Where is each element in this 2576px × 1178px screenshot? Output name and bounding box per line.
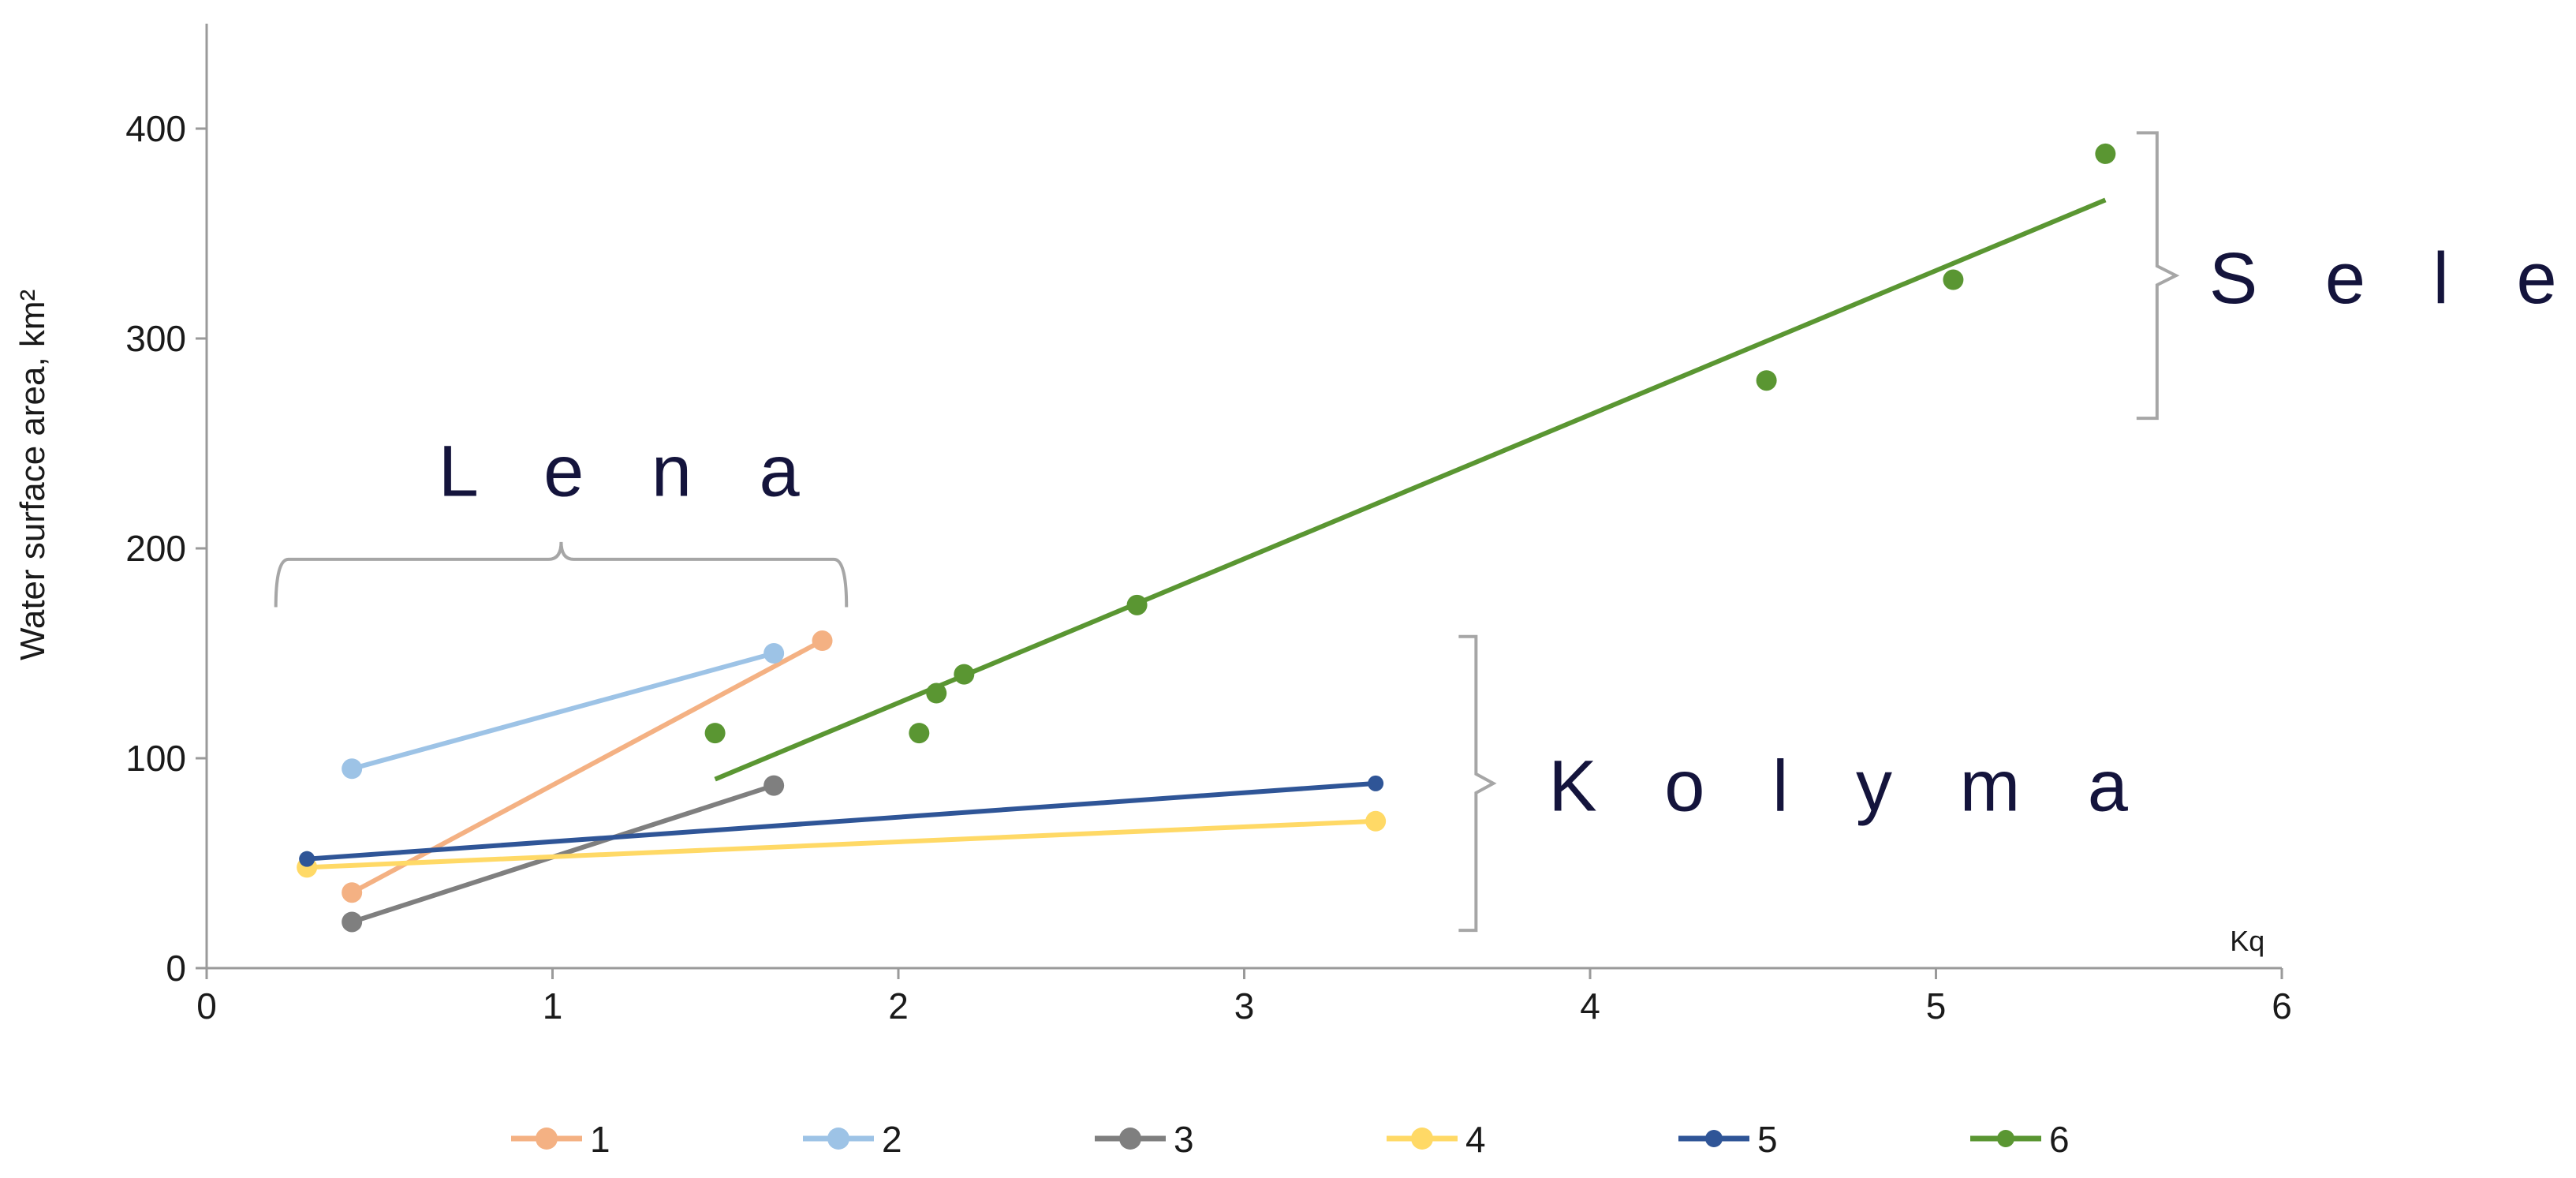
series-2-line (351, 651, 775, 772)
series-6-point (1756, 370, 1777, 391)
lena-bracket (274, 541, 849, 608)
series-3-marker (342, 911, 363, 933)
series-3-marker (763, 775, 785, 796)
lena-group-label: L e n a (439, 432, 823, 512)
x-tick-label: 1 (543, 985, 563, 1027)
legend-label: 1 (590, 1119, 610, 1160)
series-6-trendline (714, 197, 2107, 782)
legend-swatch-marker (1411, 1128, 1433, 1150)
series-2 (342, 643, 785, 780)
series-3-line (351, 783, 775, 925)
series-6-point (926, 682, 947, 704)
series-4 (297, 810, 1387, 878)
x-tick-label: 5 (1926, 985, 1947, 1027)
legend-label: 2 (882, 1119, 902, 1160)
series-5-line (306, 780, 1376, 862)
y-axis-label: Water surface area, km² (13, 290, 52, 660)
legend-swatch-marker (827, 1128, 849, 1150)
legend-label: 3 (1174, 1119, 1194, 1160)
x-tick-label: 2 (888, 985, 909, 1027)
plot-series (297, 143, 2116, 933)
selenga-bracket (2136, 131, 2180, 421)
legend-item-5: 5 (1678, 1119, 1778, 1160)
y-tick-label: 100 (125, 738, 186, 779)
series-6-point (2095, 143, 2116, 164)
legend-swatch-marker (1705, 1130, 1723, 1147)
y-tick-labels: 0 100 200 300 400 (125, 108, 207, 989)
legend: 1 2 3 4 5 6 (511, 1119, 2070, 1160)
legend-item-6: 6 (1970, 1119, 2070, 1160)
x-tick-label: 3 (1234, 985, 1255, 1027)
x-tick-labels: 0 1 2 3 4 5 6 (196, 968, 2292, 1027)
series-6-point (909, 723, 930, 744)
y-tick-label: 300 (125, 318, 186, 359)
legend-label: 4 (1465, 1119, 1486, 1160)
series-6-point (954, 664, 975, 685)
legend-item-3: 3 (1095, 1119, 1194, 1160)
series-5-marker (299, 851, 315, 867)
series-3 (342, 775, 785, 933)
y-tick-label: 200 (125, 528, 186, 569)
legend-item-2: 2 (803, 1119, 902, 1160)
legend-swatch-marker (1119, 1128, 1141, 1150)
legend-swatch-marker (1997, 1130, 2014, 1147)
series-2-marker (763, 643, 785, 664)
legend-label: 5 (1757, 1119, 1778, 1160)
series-4-marker (1365, 810, 1387, 832)
selenga-group-label: S e l e n g a (2209, 238, 2576, 319)
y-tick-label: 0 (166, 948, 186, 989)
x-tick-label: 6 (2272, 985, 2292, 1027)
series-5 (299, 775, 1384, 867)
series-4-line (307, 818, 1376, 870)
x-axis-label: Kq (2230, 925, 2264, 957)
series-6 (704, 143, 2116, 782)
series-1-marker (812, 630, 833, 652)
x-tick-label: 4 (1580, 985, 1600, 1027)
y-tick-label: 400 (125, 108, 186, 149)
kolyma-bracket (1458, 634, 1497, 933)
series-2-marker (342, 758, 363, 780)
legend-item-4: 4 (1387, 1119, 1486, 1160)
series-6-point (1126, 594, 1148, 615)
x-tick-label: 0 (196, 985, 217, 1027)
series-1-marker (342, 882, 363, 903)
series-6-point (704, 723, 726, 744)
legend-item-1: 1 (511, 1119, 610, 1160)
legend-label: 6 (2049, 1119, 2070, 1160)
kolyma-group-label: K o l y m a (1548, 746, 2152, 827)
group-brackets (274, 131, 2180, 933)
legend-swatch-marker (536, 1128, 558, 1150)
series-5-marker (1368, 775, 1384, 791)
series-6-point (1943, 269, 1964, 290)
